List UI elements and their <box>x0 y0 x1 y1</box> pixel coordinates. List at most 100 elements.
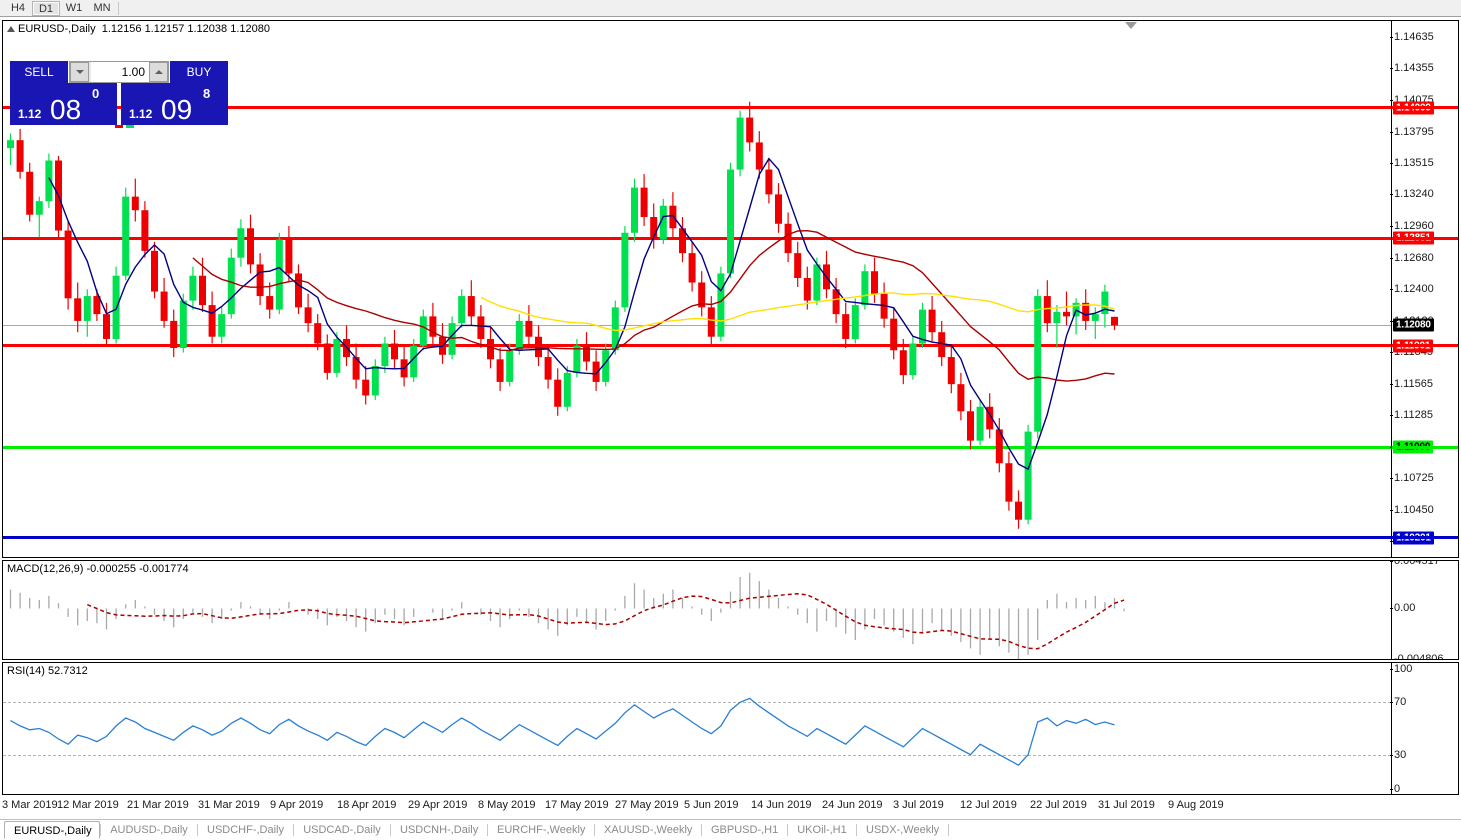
toolbar-separator <box>118 2 119 15</box>
timeframe-button-h4[interactable]: H4 <box>10 2 26 14</box>
tab-separator <box>390 824 391 836</box>
ohlc-values: 1.12156 1.12157 1.12038 1.12080 <box>101 23 270 35</box>
date-label: 9 Apr 2019 <box>270 799 324 811</box>
sell-button[interactable]: SELL <box>10 61 68 83</box>
sell-price-prefix: 1.12 <box>18 107 42 121</box>
date-axis: 3 Mar 2019 12 Mar 2019 21 Mar 2019 31 Mar 2… <box>0 797 1461 817</box>
date-label: 3 Mar 2019 <box>2 799 58 811</box>
collapse-triangle-icon[interactable] <box>7 26 15 33</box>
timeframe-button-mn[interactable]: MN <box>93 2 111 14</box>
date-label: 31 Jul 2019 <box>1098 799 1155 811</box>
rsi-tick: 30 <box>1389 748 1407 761</box>
buy-price-box[interactable]: 1.12 09 8 <box>121 83 228 125</box>
date-label: 9 Aug 2019 <box>1168 799 1224 811</box>
date-label: 29 Apr 2019 <box>408 799 468 811</box>
chart-tab-audusd--daily[interactable]: AUDUSD-,Daily <box>110 824 188 836</box>
macd-plot-area[interactable] <box>3 561 1391 659</box>
rsi-plot-area[interactable] <box>3 663 1391 794</box>
current-price-line <box>3 325 1391 327</box>
macd-signal-line <box>87 593 1125 650</box>
price-level-line-resistance-1[interactable] <box>3 106 1391 110</box>
rsi-tick: 100 <box>1389 663 1413 675</box>
moving-average-slow <box>480 292 1115 332</box>
rsi-scale[interactable]: 100 70 30 0 <box>1389 663 1458 795</box>
one-click-trading-panel[interactable]: SELL 1.00 BUY 1.12 08 0 1.12 09 8 <box>10 61 228 128</box>
price-chart-panel[interactable]: 1.146351.143551.140751.137951.135151.132… <box>2 20 1459 558</box>
date-label: 17 May 2019 <box>545 799 609 811</box>
one-click-quotes-row: 1.12 08 0 1.12 09 8 <box>10 83 228 128</box>
date-label: 31 Mar 2019 <box>198 799 260 811</box>
volume-increase-button[interactable] <box>149 62 168 82</box>
chart-tab-gbpusd--h1[interactable]: GBPUSD-,H1 <box>711 824 779 836</box>
macd-scale[interactable]: 0.004517 0.00 -0.004806 <box>1389 561 1458 659</box>
one-click-controls-row: SELL 1.00 BUY <box>10 61 228 83</box>
tab-separator <box>100 824 101 836</box>
price-scale[interactable]: 1.146351.143551.140751.137951.135151.132… <box>1390 21 1458 557</box>
tab-separator <box>594 824 595 836</box>
price-level-scale-stub <box>1392 236 1458 240</box>
price-level-scale-stub <box>1392 344 1458 348</box>
tab-separator <box>487 824 488 836</box>
tab-separator <box>787 824 788 836</box>
sell-tick-indicator <box>115 125 123 128</box>
sell-price-box[interactable]: 1.12 08 0 <box>10 83 117 125</box>
chart-tab-usdchf--daily[interactable]: USDCHF-,Daily <box>207 824 284 836</box>
chart-tab-eurusd--daily[interactable]: EURUSD-,Daily <box>4 821 100 839</box>
price-tick: 1.11565 <box>1390 377 1433 390</box>
chart-tab-usdx--weekly[interactable]: USDX-,Weekly <box>866 824 940 836</box>
date-label: 14 Jun 2019 <box>751 799 812 811</box>
macd-indicator-panel[interactable]: 0.004517 0.00 -0.004806 MACD(12,26,9) -0.0… <box>2 560 1459 660</box>
price-level-scale-stub <box>1392 106 1458 110</box>
timeframe-button-w1[interactable]: W1 <box>65 2 83 14</box>
rsi-line <box>10 697 1115 767</box>
price-level-line-resistance-2[interactable] <box>3 236 1391 240</box>
chart-tab-usdcnh--daily[interactable]: USDCNH-,Daily <box>400 824 479 836</box>
price-level-line-support-3[interactable] <box>3 536 1391 540</box>
macd-label: MACD(12,26,9) -0.000255 -0.001774 <box>7 563 189 575</box>
rsi-series <box>10 697 1115 767</box>
price-tick: 1.13240 <box>1390 188 1434 201</box>
buy-tick-indicator <box>126 125 134 128</box>
tab-separator <box>856 824 857 836</box>
price-level-scale-stub <box>1392 536 1458 540</box>
price-tick: 1.10450 <box>1390 503 1434 516</box>
chart-tab-eurchf--weekly[interactable]: EURCHF-,Weekly <box>497 824 586 836</box>
volume-stepper[interactable]: 1.00 <box>69 61 169 83</box>
price-level-line-support-2[interactable] <box>3 445 1391 449</box>
price-plot-area[interactable] <box>3 21 1391 557</box>
buy-price-fraction: 8 <box>203 86 211 101</box>
moving-average-fast <box>48 157 1115 471</box>
chart-tab-usdcad--daily[interactable]: USDCAD-,Daily <box>303 824 381 836</box>
rsi-indicator-panel[interactable]: 100 70 30 0 RSI(14) 52.7312 <box>2 662 1459 795</box>
rsi-level-70 <box>3 702 1391 704</box>
price-tick: 1.10725 <box>1390 472 1434 485</box>
chart-tab-xauusd--weekly[interactable]: XAUUSD-,Weekly <box>604 824 693 836</box>
price-level-line-support-1[interactable] <box>3 344 1391 348</box>
sell-price-fraction: 0 <box>92 86 100 101</box>
date-label: 21 Mar 2019 <box>127 799 189 811</box>
buy-button[interactable]: BUY <box>170 61 228 83</box>
tab-separator <box>293 824 294 836</box>
price-tick: 1.14635 <box>1390 30 1434 43</box>
volume-input[interactable]: 1.00 <box>91 62 149 82</box>
price-tick: 1.13515 <box>1390 157 1434 170</box>
rsi-level-30 <box>3 754 1391 756</box>
date-label: 12 Jul 2019 <box>960 799 1017 811</box>
tab-separator <box>701 824 702 836</box>
rsi-tick: 0 <box>1389 783 1401 795</box>
volume-decrease-button[interactable] <box>70 62 89 82</box>
price-tick: 1.12960 <box>1390 220 1434 233</box>
timeframe-button-d1[interactable]: D1 <box>32 1 60 16</box>
macd-tick: -0.004806 <box>1394 653 1444 659</box>
tab-separator <box>948 824 949 836</box>
price-tick: 1.11285 <box>1390 409 1433 422</box>
date-label: 24 Jun 2019 <box>822 799 883 811</box>
date-label: 18 Apr 2019 <box>337 799 397 811</box>
date-label: 3 Jul 2019 <box>893 799 944 811</box>
chart-tab-bar[interactable]: EURUSD-,Daily AUDUSD-,Daily USDCHF-,Daily U… <box>0 819 1461 839</box>
date-label: 8 May 2019 <box>478 799 536 811</box>
candlestick-series <box>7 101 1118 529</box>
price-tag-current-price[interactable]: 1.12080 <box>1393 318 1434 332</box>
chart-tab-ukoil--h1[interactable]: UKOil-,H1 <box>797 824 847 836</box>
